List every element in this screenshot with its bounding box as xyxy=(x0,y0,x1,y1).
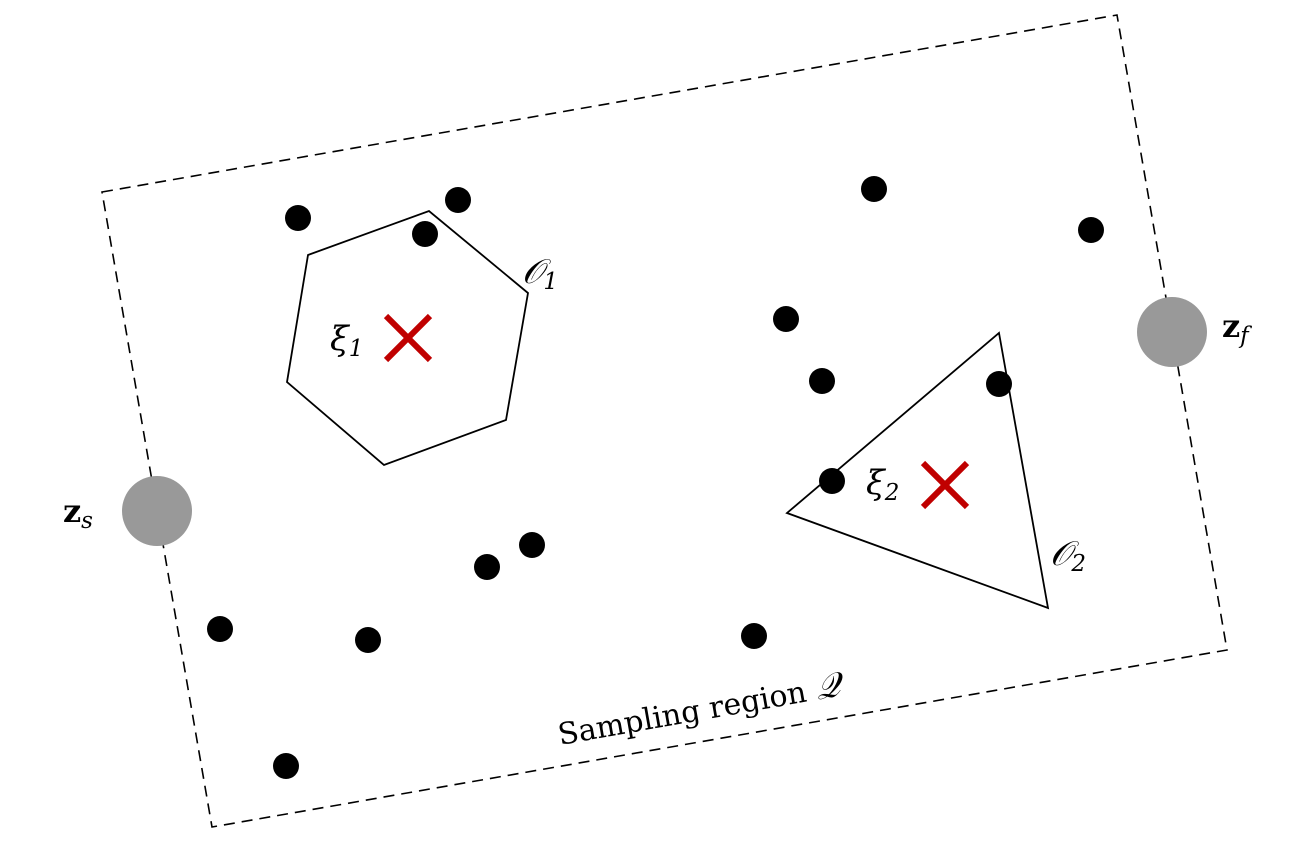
sample-point xyxy=(741,623,767,649)
obstacle-2-center-marker xyxy=(920,460,970,510)
sample-point xyxy=(207,616,233,642)
sample-point xyxy=(285,205,311,231)
sample-points xyxy=(207,176,1104,779)
sample-point xyxy=(809,368,835,394)
sampling-region-boundary xyxy=(101,14,1228,828)
obstacle-1-center-marker xyxy=(383,313,433,363)
start-label: zs xyxy=(63,492,93,534)
sample-point xyxy=(445,187,471,213)
sample-point xyxy=(519,532,545,558)
obstacle-1-hexagon xyxy=(286,209,529,467)
obstacle-1-label: 𝒪1 xyxy=(522,252,558,295)
sample-point xyxy=(355,627,381,653)
obstacle-2-label: 𝒪2 xyxy=(1050,534,1086,577)
sample-point xyxy=(861,176,887,202)
obstacle-2-triangle xyxy=(785,331,1050,610)
sample-point xyxy=(474,554,500,580)
sample-point xyxy=(986,371,1012,397)
goal-label: zf xyxy=(1222,307,1252,349)
sample-point xyxy=(412,221,438,247)
sample-point xyxy=(819,468,845,494)
sample-point xyxy=(1078,217,1104,243)
start-node xyxy=(122,476,192,546)
sample-point xyxy=(273,753,299,779)
goal-node xyxy=(1137,297,1207,367)
sample-point xyxy=(773,306,799,332)
obstacle-2-center-label: ξ2 xyxy=(866,463,899,506)
sampling-region-label: Sampling region𝒬 xyxy=(555,664,849,754)
obstacle-1-center-label: ξ1 xyxy=(330,319,363,362)
